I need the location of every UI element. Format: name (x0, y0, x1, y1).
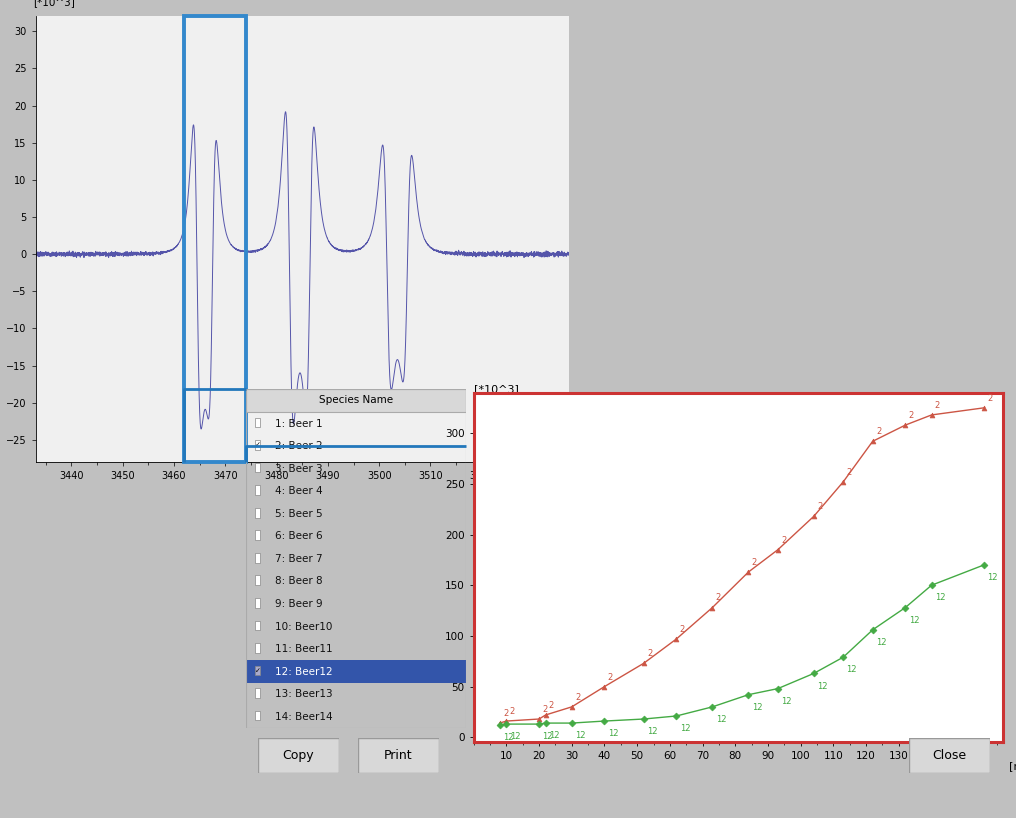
Text: 12: Beer12: 12: Beer12 (275, 667, 332, 676)
Bar (255, 463, 260, 473)
Text: 2: 2 (647, 649, 652, 658)
Bar (255, 508, 260, 518)
Text: ✓: ✓ (255, 667, 260, 673)
Bar (255, 418, 260, 427)
Bar (255, 598, 260, 608)
Bar (255, 576, 260, 585)
Text: 12: 12 (503, 733, 513, 742)
Text: 2: 2 (575, 693, 580, 702)
Bar (255, 440, 260, 450)
Text: 12: 12 (817, 681, 828, 690)
Text: 2: 2 (549, 701, 554, 710)
Text: 12: 12 (608, 729, 619, 738)
Text: Close: Close (932, 749, 966, 762)
Text: 6: Beer 6: 6: Beer 6 (275, 532, 323, 542)
Text: 10: Beer10: 10: Beer10 (275, 622, 332, 631)
Text: 2: 2 (715, 593, 721, 602)
Text: 12: 12 (549, 731, 560, 740)
Text: 12: 12 (647, 727, 657, 736)
Text: [G]: [G] (572, 480, 588, 490)
Text: Print: Print (384, 749, 412, 762)
Text: 2: 2 (680, 625, 685, 634)
Text: 2: 2 (908, 411, 914, 420)
Bar (255, 621, 260, 631)
Text: 12: 12 (752, 703, 762, 712)
Bar (255, 553, 260, 563)
Text: 2: 2 (543, 705, 548, 714)
Text: 2: 2 (503, 709, 508, 718)
Bar (255, 643, 260, 653)
Text: 12: 12 (876, 638, 886, 647)
Text: 12: 12 (543, 732, 553, 741)
Bar (255, 666, 260, 676)
Bar (255, 688, 260, 698)
Text: 9: Beer 9: 9: Beer 9 (275, 599, 323, 609)
Text: 2: 2 (988, 393, 993, 402)
Text: 2: 2 (846, 468, 851, 477)
Bar (184, 16, 246, 462)
Bar (247, 389, 466, 412)
Text: 7: Beer 7: 7: Beer 7 (275, 554, 323, 564)
Text: 2: 2 (781, 536, 786, 545)
Text: 12: 12 (935, 593, 945, 602)
Bar (255, 485, 260, 495)
Text: 2: Beer 2: 2: Beer 2 (275, 441, 323, 452)
Text: 11: Beer11: 11: Beer11 (275, 644, 332, 654)
Text: Copy: Copy (282, 749, 314, 762)
Text: 2: 2 (935, 401, 940, 410)
Text: [*10^3]: [*10^3] (33, 0, 75, 7)
Bar (247, 660, 466, 683)
Text: 12: 12 (846, 665, 858, 674)
Text: 2: 2 (817, 502, 822, 511)
Text: 1: Beer 1: 1: Beer 1 (275, 419, 323, 429)
Text: 13: Beer13: 13: Beer13 (275, 690, 332, 699)
Text: 2: 2 (510, 707, 515, 716)
Text: 12: 12 (680, 724, 690, 733)
Text: 14: Beer14: 14: Beer14 (275, 712, 332, 721)
Bar (255, 530, 260, 540)
Text: 3: Beer 3: 3: Beer 3 (275, 464, 323, 474)
Text: 12: 12 (715, 715, 726, 724)
Text: [min]: [min] (1009, 762, 1016, 771)
Text: 2: 2 (608, 672, 613, 681)
Text: 2: 2 (876, 427, 881, 436)
Text: [*10^3]: [*10^3] (473, 384, 518, 394)
Text: 12: 12 (781, 697, 791, 706)
Text: 12: 12 (510, 732, 520, 741)
Text: 12: 12 (575, 731, 585, 740)
Text: 2: 2 (752, 558, 757, 567)
Text: 8: Beer 8: 8: Beer 8 (275, 577, 323, 587)
Bar (255, 711, 260, 721)
Text: ✓: ✓ (255, 442, 260, 448)
Text: 12: 12 (908, 616, 919, 625)
Text: 12: 12 (988, 573, 998, 582)
Text: Species Name: Species Name (319, 395, 393, 406)
Text: 4: Beer 4: 4: Beer 4 (275, 486, 323, 497)
Text: 5: Beer 5: 5: Beer 5 (275, 509, 323, 519)
